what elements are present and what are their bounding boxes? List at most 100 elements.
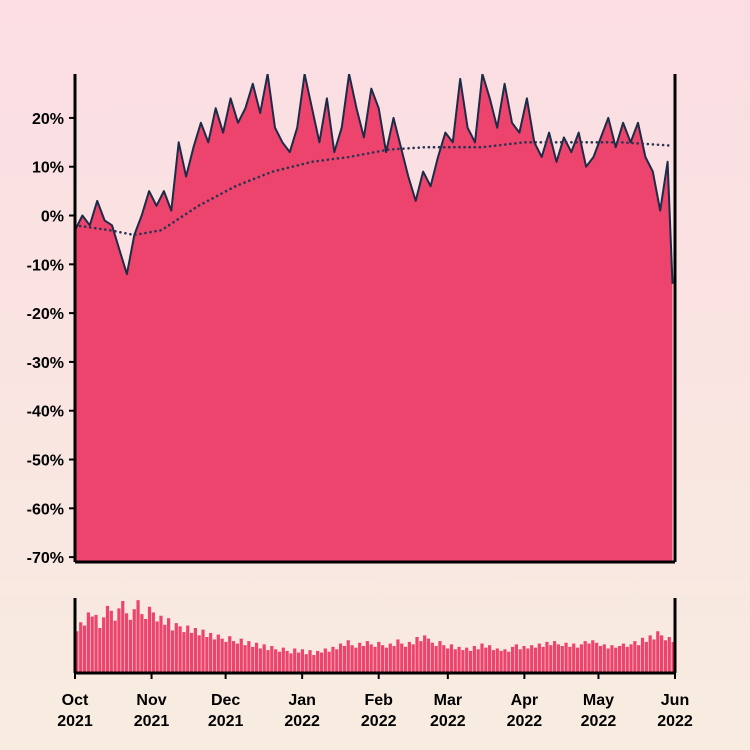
volume-bar — [415, 637, 419, 673]
volume-bar — [587, 643, 591, 673]
volume-bar — [621, 643, 626, 673]
x-tick-month-label: Jun — [661, 692, 689, 709]
main-axes — [73, 74, 677, 564]
volume-bar — [262, 644, 266, 673]
volume-bar — [633, 641, 637, 673]
volume-bar — [304, 654, 308, 673]
volume-bar — [457, 646, 461, 673]
return-area — [75, 74, 673, 562]
volume-bar — [281, 647, 285, 673]
y-axis-ticks: 20% 10% 0% -10% -20% -30% -40% -50% -60% -70% — [27, 111, 75, 567]
x-tick-month-label: Oct — [62, 692, 89, 709]
volume-bar — [109, 610, 113, 673]
volume-bar — [388, 643, 392, 673]
volume-bar — [407, 641, 411, 673]
volume-bar — [537, 643, 541, 673]
volume-bar — [583, 641, 587, 673]
volume-bar — [361, 646, 366, 673]
volume-bar — [159, 615, 163, 673]
x-tick-year-label: 2022 — [430, 713, 466, 730]
volume-bar — [94, 614, 98, 673]
volume-bar — [102, 617, 106, 673]
volume-bar — [346, 640, 350, 673]
volume-bar — [147, 606, 152, 673]
x-tick-year-label: 2022 — [581, 713, 617, 730]
volume-bar — [365, 641, 369, 673]
volume-bar — [579, 644, 583, 673]
volume-bar — [640, 637, 645, 673]
volume-bar — [342, 646, 347, 673]
volume-bar — [476, 649, 480, 673]
volume-bar — [327, 651, 331, 673]
volume-bar — [136, 600, 140, 673]
volume-bar — [384, 647, 389, 673]
volume-bar — [155, 621, 159, 673]
volume-bar — [564, 642, 568, 673]
volume-bar — [319, 652, 324, 673]
volume-bar — [392, 646, 396, 673]
volume-bar — [625, 646, 629, 673]
volume-bar — [224, 641, 228, 673]
volume-bar — [503, 649, 507, 673]
volume-bar — [560, 646, 564, 673]
x-tick-year-label: 2022 — [361, 713, 397, 730]
volume-bar — [606, 648, 610, 673]
y-tick-label: -20% — [27, 306, 64, 323]
volume-plot — [75, 600, 675, 673]
volume-bar — [300, 649, 304, 673]
volume-bar — [465, 647, 469, 673]
volume-bar — [193, 628, 197, 673]
volume-bar — [266, 650, 270, 673]
volume-bar — [484, 647, 488, 673]
volume-bar — [575, 647, 580, 673]
volume-bar — [285, 650, 289, 673]
volume-bar — [667, 637, 671, 673]
volume-bar — [591, 640, 595, 673]
volume-bar — [82, 625, 87, 673]
volume-bar — [438, 641, 442, 673]
volume-bar — [220, 638, 224, 673]
volume-bar — [228, 636, 232, 673]
volume-bar — [522, 646, 526, 673]
x-tick-year-label: 2021 — [134, 713, 170, 730]
volume-bar — [419, 641, 423, 673]
volume-bar — [209, 632, 213, 673]
volume-bar — [121, 601, 125, 673]
volume-bar — [652, 639, 656, 673]
x-tick-year-label: 2022 — [284, 713, 320, 730]
volume-bar — [243, 645, 247, 673]
x-tick-year-label: 2021 — [208, 713, 244, 730]
volume-bar — [549, 645, 553, 673]
volume-bar — [553, 641, 557, 673]
x-tick-month-label: Mar — [434, 692, 462, 709]
volume-bar — [610, 645, 614, 673]
volume-bar — [86, 612, 90, 673]
volume-bar — [124, 613, 129, 673]
volume-bar — [98, 628, 102, 673]
x-tick-year-label: 2022 — [507, 713, 543, 730]
volume-bar — [572, 643, 576, 673]
volume-bar — [449, 644, 454, 673]
volume-bar — [312, 655, 316, 673]
volume-bar — [533, 647, 538, 673]
volume-bar — [170, 630, 175, 673]
x-tick-month-label: Jan — [288, 692, 316, 709]
volume-bar — [453, 649, 457, 673]
volume-bar — [660, 635, 664, 673]
volume-bar — [468, 650, 473, 673]
volume-bar — [331, 646, 335, 673]
volume-bar — [113, 620, 117, 673]
volume-bar — [140, 614, 144, 673]
volume-bar — [239, 638, 243, 673]
x-tick-year-label: 2022 — [657, 713, 693, 730]
volume-bar — [446, 648, 450, 673]
volume-bar — [396, 639, 400, 673]
volume-bar — [75, 631, 79, 673]
volume-bar — [499, 650, 503, 673]
volume-axes — [73, 598, 677, 675]
volume-bar — [338, 643, 343, 673]
y-tick-label: -70% — [27, 550, 64, 567]
volume-bar — [205, 637, 209, 673]
volume-bar — [381, 645, 385, 673]
volume-bar — [216, 634, 220, 673]
